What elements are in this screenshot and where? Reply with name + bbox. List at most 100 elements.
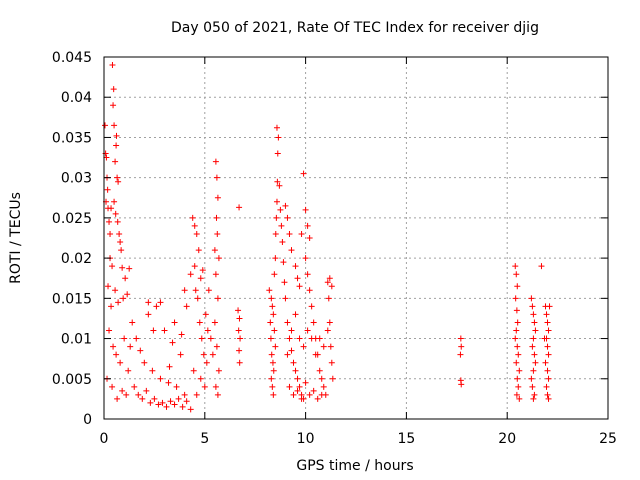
data-point-marker (296, 335, 303, 342)
data-point-marker (267, 319, 274, 326)
x-tick-label: 25 (599, 431, 617, 447)
data-point-marker (306, 391, 313, 398)
data-point-marker (326, 275, 333, 282)
data-point-marker (110, 102, 117, 109)
data-point-marker (515, 351, 522, 358)
data-point-marker (165, 379, 172, 386)
data-point-marker (118, 247, 125, 254)
x-tick-labels: 0 5 10 15 20 25 (100, 431, 617, 447)
data-point-marker (306, 235, 313, 241)
data-point-marker (530, 311, 537, 318)
data-point-marker (183, 303, 190, 310)
data-point-marker (545, 395, 552, 402)
x-tick-label: 10 (297, 431, 315, 447)
data-point-marker (277, 206, 284, 213)
data-point-marker (171, 401, 178, 408)
data-point-marker (458, 381, 465, 388)
data-point-marker (513, 359, 520, 366)
data-point-marker (545, 351, 552, 358)
data-point-marker (514, 375, 521, 382)
data-point-marker (273, 198, 280, 205)
data-point-marker (273, 124, 280, 131)
data-point-marker (112, 158, 119, 165)
data-point-marker (135, 391, 142, 398)
data-point-marker (312, 351, 319, 358)
data-point-marker (109, 383, 116, 390)
data-point-marker (183, 398, 190, 405)
data-point-marker (544, 343, 551, 350)
data-point-marker (117, 239, 124, 246)
data-point-marker (328, 359, 335, 366)
data-point-marker (320, 343, 327, 350)
data-points (102, 62, 553, 413)
data-point-marker (204, 327, 211, 334)
data-point-marker (119, 264, 126, 271)
data-point-marker (147, 399, 154, 406)
data-point-marker (274, 178, 281, 185)
data-point-marker (150, 327, 157, 334)
data-point-marker (193, 391, 200, 398)
data-point-marker (116, 230, 123, 237)
data-point-marker (237, 335, 244, 342)
data-point-marker (543, 383, 550, 390)
data-point-marker (209, 351, 216, 358)
data-point-marker (235, 307, 242, 314)
data-point-marker (205, 287, 212, 294)
data-point-marker (543, 311, 550, 318)
data-point-marker (284, 319, 291, 326)
data-point-marker (102, 122, 109, 129)
axis-ticks (103, 56, 609, 420)
data-point-marker (457, 335, 464, 342)
data-point-marker (187, 406, 194, 413)
data-point-marker (187, 271, 194, 278)
data-point-marker (236, 359, 243, 366)
data-point-marker (157, 299, 164, 306)
data-point-marker (514, 283, 521, 290)
data-point-marker (193, 230, 200, 237)
data-point-marker (272, 255, 279, 262)
y-axis-label: ROTI / TECUs (8, 192, 24, 284)
data-point-marker (316, 367, 323, 374)
data-point-marker (110, 343, 117, 350)
data-point-marker (166, 363, 173, 370)
data-point-marker (191, 222, 198, 229)
data-point-marker (516, 367, 523, 374)
data-point-marker (294, 275, 301, 282)
data-point-marker (530, 335, 537, 342)
data-point-marker (544, 319, 551, 326)
data-point-marker (126, 265, 133, 272)
y-tick-label: 0.045 (52, 50, 92, 66)
data-point-marker (296, 383, 303, 390)
data-point-marker (236, 204, 243, 211)
data-point-marker (114, 218, 121, 225)
data-point-marker (120, 295, 127, 302)
data-point-marker (133, 335, 140, 342)
data-point-marker (269, 303, 276, 310)
data-point-marker (110, 86, 117, 93)
data-point-marker (270, 367, 277, 374)
data-point-marker (192, 287, 199, 294)
data-point-marker (530, 395, 537, 402)
data-point-marker (115, 299, 122, 306)
data-point-marker (290, 359, 297, 366)
data-point-marker (530, 367, 537, 374)
data-point-marker (320, 383, 327, 390)
data-point-marker (544, 367, 551, 374)
data-point-marker (137, 347, 144, 354)
data-point-marker (290, 391, 297, 398)
data-point-marker (109, 62, 116, 69)
data-point-marker (107, 230, 114, 237)
y-tick-label: 0.03 (61, 171, 92, 187)
data-point-marker (191, 263, 198, 270)
data-point-marker (214, 391, 221, 398)
data-point-marker (300, 343, 307, 350)
data-point-marker (302, 255, 309, 262)
data-point-marker (288, 347, 295, 354)
data-point-marker (207, 335, 214, 342)
data-point-marker (513, 391, 520, 398)
data-point-marker (512, 335, 519, 342)
data-point-marker (149, 367, 156, 374)
data-point-marker (288, 327, 295, 334)
x-tick-label: 15 (397, 431, 415, 447)
